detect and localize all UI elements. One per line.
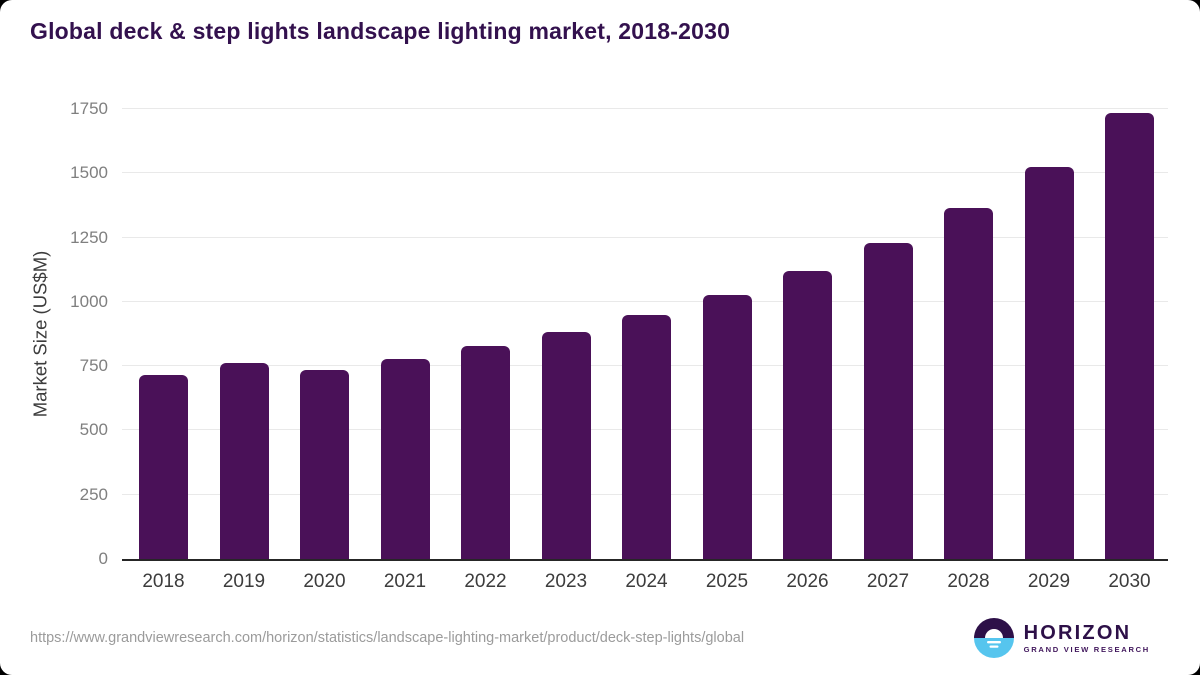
bar-2028	[944, 207, 993, 559]
bar-2030	[1105, 112, 1154, 559]
y-tick-label-750: 750	[79, 356, 108, 376]
y-tick-label-1000: 1000	[70, 291, 108, 311]
x-tick-label-2022: 2022	[464, 571, 507, 592]
gridline-1000	[122, 300, 1168, 302]
y-axis-title: Market Size (US$M)	[22, 109, 58, 559]
y-tick-label-1750: 1750	[70, 99, 108, 118]
logo-reflection-line-2	[989, 645, 999, 648]
y-axis-title-text: Market Size (US$M)	[29, 250, 50, 418]
x-tick-label-2030: 2030	[1108, 571, 1151, 592]
bar-2025	[702, 295, 752, 559]
logo-name: HORIZON	[1023, 621, 1132, 644]
logo-text: HORIZON GRAND VIEW RESEARCH	[1024, 623, 1150, 654]
x-tick-label-2025: 2025	[705, 571, 749, 592]
x-tick-label-2023: 2023	[544, 571, 588, 592]
y-tick-label-250: 250	[79, 484, 108, 504]
horizon-logo: HORIZON GRAND VIEW RESEARCH	[973, 618, 1150, 658]
bar-2026	[783, 271, 832, 559]
plot-area: 0 250 500 750 1000 1250 1500 1750 2018 2019 2020 2…	[70, 99, 1168, 592]
bar-2029	[1024, 166, 1074, 559]
logo-sun-hole-shape	[984, 629, 1003, 638]
x-tick-label-2026: 2026	[786, 571, 829, 592]
gridline-1250	[122, 236, 1168, 238]
x-tick-label-2027: 2027	[866, 571, 910, 592]
bar-2020	[300, 369, 349, 559]
bar-2027	[863, 243, 913, 559]
x-tick-label-2021: 2021	[383, 571, 427, 592]
x-tick-label-2024: 2024	[625, 571, 668, 592]
x-tick-label-2020: 2020	[303, 571, 346, 592]
bar-2019	[219, 362, 269, 559]
logo-reflection-line-1	[986, 641, 1001, 644]
source-url: https://www.grandviewresearch.com/horizo…	[30, 630, 745, 646]
bar-2023	[541, 331, 591, 559]
bar-2018	[139, 375, 188, 559]
x-tick-label-2019: 2019	[222, 571, 266, 592]
gridline-1500	[122, 172, 1168, 174]
x-tick-label-2029: 2029	[1027, 571, 1071, 592]
x-labels-container: 2018 2019 2020 2021 2022 2023 2024 2025 2026 2027…	[122, 571, 1168, 593]
y-tick-label-1500: 1500	[70, 163, 108, 183]
gridline-1750	[122, 108, 1168, 109]
x-tick-label-2028: 2028	[947, 571, 990, 592]
x-tick-label-2018: 2018	[142, 571, 185, 592]
y-tick-label-0: 0	[98, 549, 108, 568]
y-tick-label-500: 500	[79, 420, 108, 440]
bar-2022	[461, 345, 510, 559]
horizon-logo-icon	[973, 618, 1014, 658]
bar-2024	[622, 314, 671, 559]
page-title: Global deck & step lights landscape ligh…	[30, 18, 731, 44]
logo-water-shape	[973, 638, 1014, 658]
y-tick-label-1250: 1250	[70, 227, 108, 247]
bars-container	[122, 109, 1168, 559]
logo-subtitle: GRAND VIEW RESEARCH	[1023, 644, 1150, 654]
bar-2021	[380, 358, 430, 559]
logo-sun-arch-shape	[973, 618, 1014, 638]
